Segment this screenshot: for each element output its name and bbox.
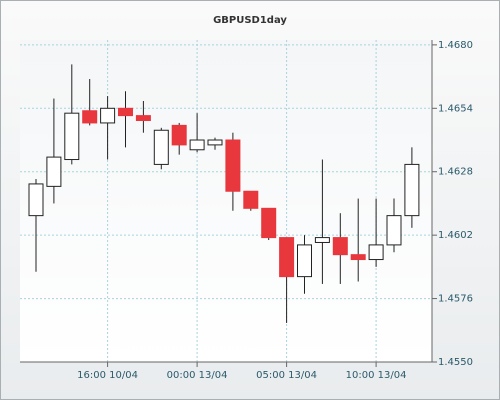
x-tick-label: 05:00 13/04 — [256, 370, 317, 381]
candle-body — [225, 139, 241, 192]
x-tick-label: 10:00 13/04 — [346, 370, 407, 381]
plot-area — [20, 40, 432, 362]
candle-body — [368, 244, 384, 261]
candle-body — [171, 124, 187, 146]
candle-body — [135, 115, 151, 122]
x-tick-label: 00:00 13/04 — [167, 370, 228, 381]
candle-body — [46, 156, 62, 187]
y-tick-label: 1.4628 — [438, 167, 473, 178]
candle-body — [332, 237, 348, 256]
y-tick-label: 1.4602 — [438, 230, 473, 241]
candle-body — [261, 207, 277, 239]
candle-body — [153, 129, 169, 165]
candle-body — [404, 163, 420, 217]
y-tick-label: 1.4576 — [438, 294, 473, 305]
candle-body — [82, 110, 98, 124]
chart-title: GBPUSD1day — [213, 15, 287, 26]
y-tick-label: 1.4654 — [438, 103, 473, 114]
y-tick-label: 1.4680 — [438, 40, 473, 51]
candle-body — [297, 244, 312, 278]
candle-body — [64, 112, 80, 161]
candle-body — [386, 215, 402, 246]
x-tick-label: 16:00 10/04 — [77, 370, 138, 381]
candle-body — [100, 107, 116, 124]
candle-body — [314, 237, 330, 243]
candle-body — [207, 139, 223, 146]
candle-body — [279, 237, 295, 278]
candle-body — [189, 139, 205, 151]
candle-body — [28, 183, 44, 217]
candle-body — [243, 190, 259, 209]
candle-body — [350, 254, 366, 261]
y-tick-label: 1.4550 — [438, 357, 473, 368]
candle-body — [118, 107, 133, 117]
